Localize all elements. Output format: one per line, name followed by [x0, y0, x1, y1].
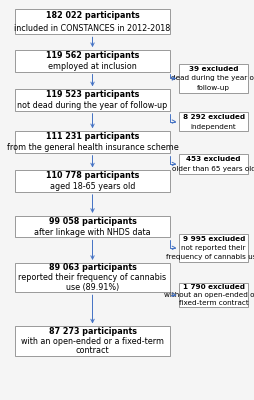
- Text: not reported their: not reported their: [181, 245, 245, 251]
- FancyBboxPatch shape: [15, 131, 169, 153]
- Text: aged 18-65 years old: aged 18-65 years old: [50, 182, 135, 191]
- Text: 110 778 participants: 110 778 participants: [46, 171, 139, 180]
- Text: use (89.91%): use (89.91%): [66, 283, 119, 292]
- FancyBboxPatch shape: [15, 216, 169, 238]
- Text: fixed-term contract: fixed-term contract: [178, 300, 248, 306]
- Text: dead during the year of: dead during the year of: [170, 76, 254, 82]
- Text: 1 790 excluded: 1 790 excluded: [182, 284, 244, 290]
- FancyBboxPatch shape: [179, 64, 247, 93]
- Text: without an open-ended or a: without an open-ended or a: [163, 292, 254, 298]
- FancyBboxPatch shape: [15, 326, 169, 356]
- Text: after linkage with NHDS data: after linkage with NHDS data: [34, 228, 150, 236]
- FancyBboxPatch shape: [15, 89, 169, 111]
- Text: 119 523 participants: 119 523 participants: [46, 90, 139, 99]
- FancyBboxPatch shape: [179, 154, 247, 174]
- Text: with an open-ended or a fixed-term: with an open-ended or a fixed-term: [21, 337, 163, 346]
- Text: 39 excluded: 39 excluded: [188, 66, 237, 72]
- FancyBboxPatch shape: [15, 170, 169, 192]
- Text: reported their frequency of cannabis: reported their frequency of cannabis: [18, 273, 166, 282]
- Text: frequency of cannabis use: frequency of cannabis use: [166, 254, 254, 260]
- Text: 8 292 excluded: 8 292 excluded: [182, 114, 244, 120]
- Text: 87 273 participants: 87 273 participants: [48, 327, 136, 336]
- FancyBboxPatch shape: [15, 263, 169, 292]
- Text: 111 231 participants: 111 231 participants: [46, 132, 139, 141]
- Text: follow-up: follow-up: [196, 85, 229, 91]
- Text: employed at inclusion: employed at inclusion: [48, 62, 136, 71]
- Text: not dead during the year of follow-up: not dead during the year of follow-up: [17, 101, 167, 110]
- FancyBboxPatch shape: [179, 112, 247, 132]
- Text: 119 562 participants: 119 562 participants: [46, 51, 139, 60]
- Text: included in CONSTANCES in 2012-2018: included in CONSTANCES in 2012-2018: [14, 24, 170, 32]
- FancyBboxPatch shape: [15, 9, 169, 34]
- FancyBboxPatch shape: [15, 50, 169, 72]
- FancyBboxPatch shape: [179, 283, 247, 307]
- Text: independent: independent: [190, 124, 236, 130]
- Text: 453 excluded: 453 excluded: [186, 156, 240, 162]
- Text: 182 022 participants: 182 022 participants: [45, 11, 139, 20]
- Text: contract: contract: [75, 346, 109, 356]
- Text: older than 65 years old: older than 65 years old: [171, 166, 254, 172]
- Text: 99 058 participants: 99 058 participants: [48, 217, 136, 226]
- FancyBboxPatch shape: [179, 234, 247, 262]
- Text: 89 063 participants: 89 063 participants: [48, 263, 136, 272]
- Text: 9 995 excluded: 9 995 excluded: [182, 236, 244, 242]
- Text: from the general health insurance scheme: from the general health insurance scheme: [7, 143, 178, 152]
